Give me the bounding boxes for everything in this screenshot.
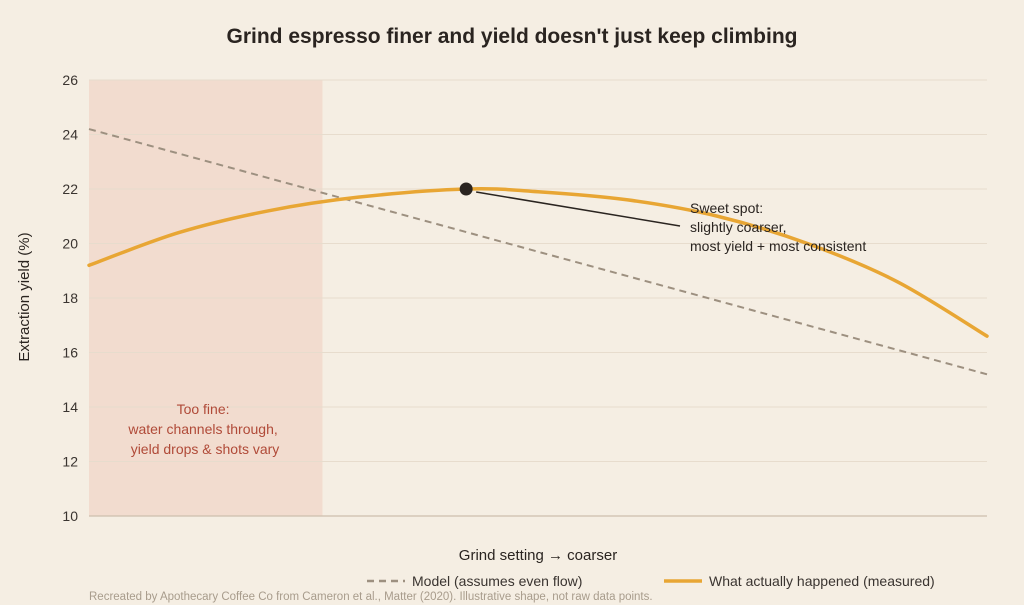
y-tick-label: 14 <box>62 399 78 415</box>
legend-label-measured: What actually happened (measured) <box>709 573 935 589</box>
sweet-spot-callout-line <box>476 191 681 227</box>
sweet-spot-annotation-line: Sweet spot: <box>690 200 763 216</box>
y-axis-label: Extraction yield (%) <box>16 232 33 361</box>
y-tick-label: 20 <box>62 236 78 252</box>
y-tick-label: 18 <box>62 290 78 306</box>
x-axis-label: Grind setting → coarser <box>459 547 617 564</box>
y-tick-label: 26 <box>62 72 78 88</box>
series-line-measured <box>87 187 989 338</box>
y-tick-label: 16 <box>62 345 78 361</box>
too-fine-annotation-line: water channels through, <box>127 421 277 437</box>
too-fine-annotation-line: yield drops & shots vary <box>131 441 280 457</box>
y-tick-label: 22 <box>62 181 78 197</box>
too-fine-annotation-line: Too fine: <box>177 401 230 417</box>
y-tick-label: 10 <box>62 508 78 524</box>
y-tick-label: 12 <box>62 454 78 470</box>
grid-lines <box>89 79 987 462</box>
source-note: Recreated by Apothecary Coffee Co from C… <box>89 591 653 603</box>
too-fine-annotation: Too fine: water channels through, yield … <box>127 401 281 457</box>
sweet-spot-annotation: Sweet spot: slightly coarser, most yield… <box>690 200 866 254</box>
sweet-spot-annotation-line: slightly coarser, <box>690 219 786 235</box>
y-tick-labels: 10 12 14 16 18 20 22 24 26 <box>62 72 78 524</box>
chart-title: Grind espresso finer and yield doesn't j… <box>227 25 798 48</box>
sweet-spot-point <box>459 182 473 196</box>
legend: Model (assumes even flow) What actually … <box>367 573 935 589</box>
sweet-spot-annotation-line: most yield + most consistent <box>690 238 866 254</box>
y-tick-label: 24 <box>62 127 78 143</box>
legend-label-model: Model (assumes even flow) <box>412 573 582 589</box>
